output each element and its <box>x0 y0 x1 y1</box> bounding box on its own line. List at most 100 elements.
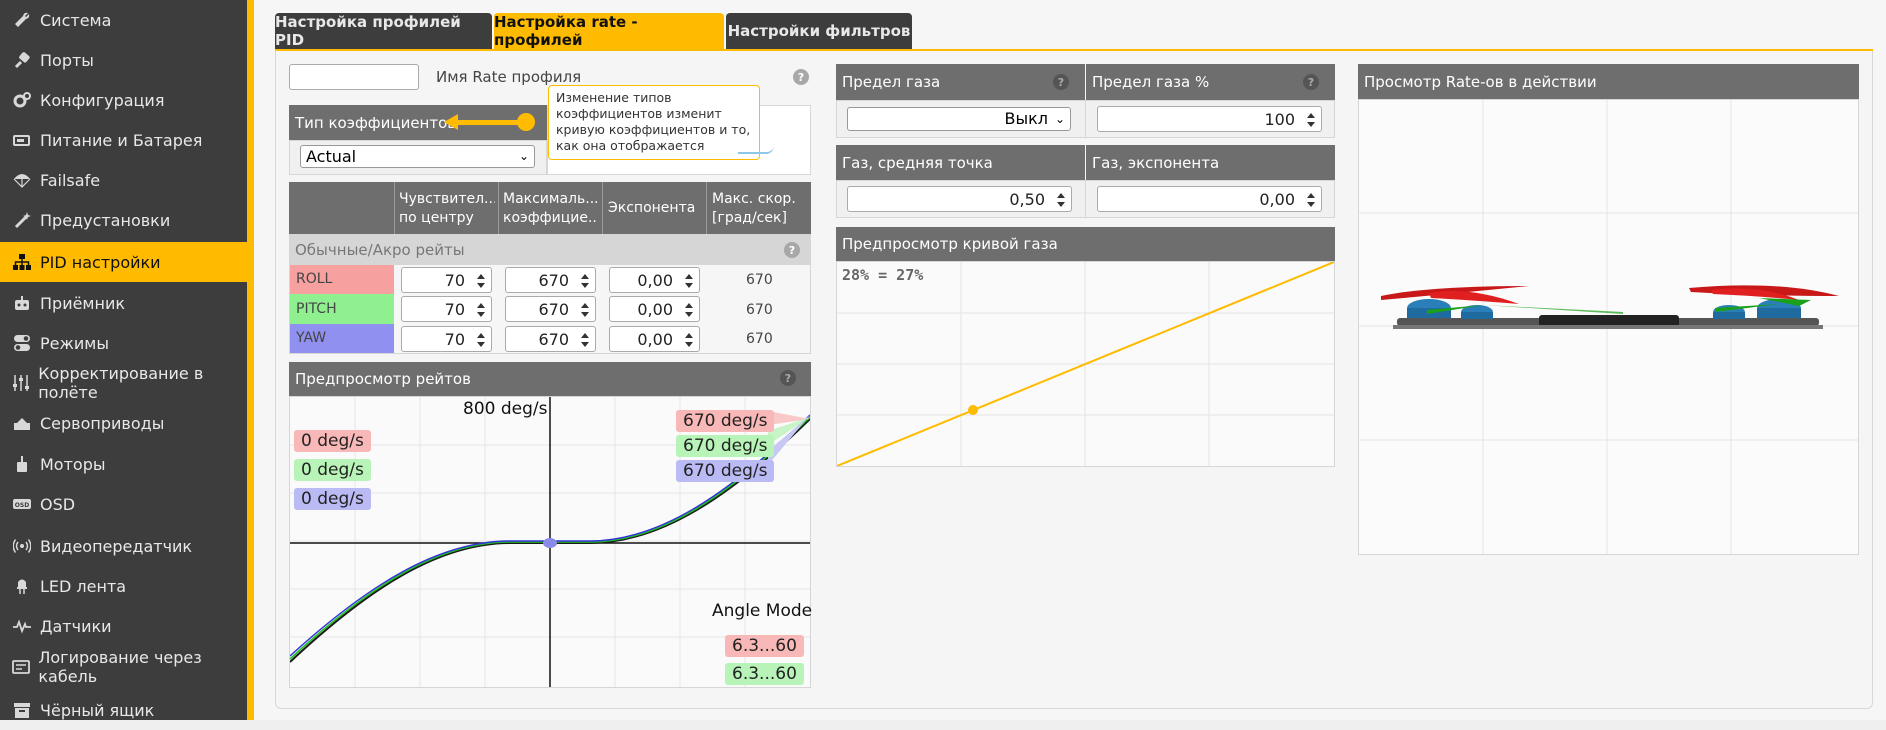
roll-max-input[interactable]: 670 <box>505 267 596 293</box>
sidebar-item-modes[interactable]: Режимы <box>0 323 247 363</box>
sidebar-item-logging[interactable]: Логирование через кабель <box>0 647 247 687</box>
sidebar-item-label: LED лента <box>40 576 127 596</box>
plug-icon <box>12 50 32 70</box>
spinner-icon[interactable] <box>683 300 695 320</box>
sidebar-item-failsafe[interactable]: Failsafe <box>0 160 247 200</box>
spinner-icon[interactable] <box>475 300 487 320</box>
roll-center-input[interactable]: 70 <box>401 267 492 293</box>
spinner-icon[interactable] <box>579 330 591 350</box>
svg-text:OSD: OSD <box>15 502 29 509</box>
spinner-icon[interactable] <box>579 300 591 320</box>
yaw-expo-input[interactable]: 0,00 <box>609 326 700 352</box>
throttle-limit-pct-header: Предел газа % <box>1086 64 1335 100</box>
sidebar-item-led[interactable]: LED лента <box>0 566 247 606</box>
pitch-center-input[interactable]: 70 <box>401 296 492 322</box>
toggle-icon <box>12 333 32 353</box>
hint-arrow-icon <box>444 113 535 131</box>
profile-name-input[interactable] <box>289 64 419 90</box>
throttle-expo-title: Газ, экспонента <box>1092 153 1220 172</box>
curve-thumb <box>738 146 774 154</box>
tab-filters[interactable]: Настройки фильтров <box>726 13 912 49</box>
sidebar-item-config[interactable]: Конфигурация <box>0 80 247 120</box>
battery-icon <box>12 130 32 150</box>
spinner-icon[interactable] <box>579 271 591 291</box>
help-icon[interactable]: ? <box>1053 74 1069 90</box>
broadcast-icon <box>12 536 32 556</box>
sidebar-item-ports[interactable]: Порты <box>0 40 247 80</box>
throttle-readout: 28% = 27% <box>842 266 924 284</box>
throttle-limit-pct-input[interactable]: 100 <box>1097 106 1322 132</box>
sidebar-item-label: Сервоприводы <box>40 413 165 433</box>
pitch-max-input[interactable]: 670 <box>505 296 596 322</box>
rates-type-title: Тип коэффициентов <box>295 113 457 132</box>
throttle-expo-input[interactable]: 0,00 <box>1097 186 1322 212</box>
rates-group-row <box>289 234 811 264</box>
col-header-max: Максималь... коэффицие... <box>503 191 597 226</box>
spinner-icon[interactable] <box>475 271 487 291</box>
throttle-curve-graph <box>837 262 1334 466</box>
tab-rate-profiles[interactable]: Настройка rate - профилей <box>494 13 724 49</box>
yaw-max-input[interactable]: 670 <box>505 326 596 352</box>
spinner-icon[interactable] <box>683 330 695 350</box>
rates-table-header <box>289 182 811 234</box>
help-icon[interactable]: ? <box>793 69 809 85</box>
sidebar-item-pid[interactable]: PID настройки <box>0 242 247 282</box>
sidebar-item-blackbox[interactable]: Чёрный ящик <box>0 690 247 730</box>
help-icon[interactable]: ? <box>784 242 800 258</box>
sidebar-item-label: Предустановки <box>40 210 171 230</box>
sidebar: Система Порты Конфигурация Питание и Бат… <box>0 0 247 720</box>
sidebar-item-label: Питание и Батарея <box>40 130 203 150</box>
pitch-expo-input[interactable]: 0,00 <box>609 296 700 322</box>
roll-max-velocity: 670 <box>746 272 773 288</box>
yaw-center-input[interactable]: 70 <box>401 326 492 352</box>
sidebar-item-sensors[interactable]: Датчики <box>0 606 247 646</box>
spinner-icon[interactable] <box>475 330 487 350</box>
tab-pid-profiles[interactable]: Настройка профилей PID <box>275 13 492 49</box>
robot-icon <box>12 293 32 313</box>
rates-preview-header: Предпросмотр рейтов <box>289 362 811 396</box>
sidebar-item-label: Система <box>40 10 112 30</box>
model-preview-header: Просмотр Rate-ов в действии <box>1358 64 1859 99</box>
quad-model-view <box>1359 100 1858 554</box>
spinner-icon[interactable] <box>1305 110 1317 130</box>
sidebar-item-power[interactable]: Питание и Батарея <box>0 120 247 160</box>
throttle-limit-value: Выкл <box>1004 109 1049 128</box>
roll-expo-input[interactable]: 0,00 <box>609 267 700 293</box>
spinner-icon[interactable] <box>1055 190 1067 210</box>
rates-group-label: Обычные/Акро рейты <box>295 241 465 259</box>
chevron-down-icon: ⌄ <box>518 149 529 163</box>
help-icon[interactable]: ? <box>1303 74 1319 90</box>
wrench-icon <box>12 10 32 30</box>
throttle-mid-input[interactable]: 0,50 <box>847 186 1072 212</box>
spinner-icon[interactable] <box>1305 190 1317 210</box>
throttle-preview-header: Предпросмотр кривой газа <box>836 227 1335 261</box>
rates-type-header: Тип коэффициентов <box>289 105 547 140</box>
pitch-current-label: 0 deg/s <box>294 459 371 481</box>
sidebar-item-label: Моторы <box>40 454 106 474</box>
sidebar-item-label: Приёмник <box>40 293 126 313</box>
sidebar-item-presets[interactable]: Предустановки <box>0 200 247 240</box>
led-icon <box>12 576 32 596</box>
sidebar-item-osd[interactable]: OSD OSD <box>0 484 247 524</box>
sidebar-item-label: Логирование через кабель <box>38 648 202 686</box>
sidebar-item-label: Режимы <box>40 333 110 353</box>
sidebar-item-system[interactable]: Система <box>0 0 247 40</box>
roll-current-label: 0 deg/s <box>294 430 371 452</box>
sidebar-item-label: Конфигурация <box>40 90 165 110</box>
sidebar-item-adjustments[interactable]: Корректирование в полёте <box>0 363 247 403</box>
throttle-expo-header: Газ, экспонента <box>1086 145 1335 180</box>
archive-icon <box>12 700 32 720</box>
gears-icon <box>12 90 32 110</box>
rates-type-select[interactable]: Actual ⌄ <box>300 145 535 168</box>
sidebar-item-motors[interactable]: Моторы <box>0 444 247 484</box>
sidebar-item-servos[interactable]: Сервоприводы <box>0 403 247 443</box>
spinner-icon[interactable] <box>683 271 695 291</box>
sidebar-item-receiver[interactable]: Приёмник <box>0 283 247 323</box>
throttle-limit-select[interactable]: Выкл ⌄ <box>847 107 1071 131</box>
magic-wand-icon <box>12 210 32 230</box>
col-header-expo: Экспонента <box>608 200 696 216</box>
sidebar-item-vtx[interactable]: Видеопередатчик <box>0 526 247 566</box>
sidebar-item-label: Корректирование в полёте <box>38 364 204 402</box>
help-icon[interactable]: ? <box>780 370 796 386</box>
throttle-limit-pct-title: Предел газа % <box>1092 73 1210 91</box>
